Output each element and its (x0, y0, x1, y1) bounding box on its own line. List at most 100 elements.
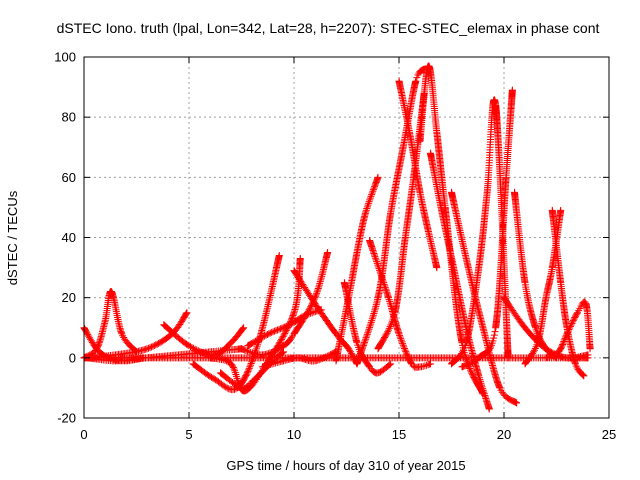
data-point (367, 320, 375, 328)
series-arc-13 (340, 279, 395, 377)
data-point (366, 194, 374, 202)
data-point (275, 325, 283, 333)
data-point (490, 331, 498, 339)
data-point (477, 379, 485, 387)
data-point (530, 346, 538, 354)
data-point (307, 309, 315, 317)
x-axis-label: GPS time / hours of day 310 of year 2015 (226, 458, 465, 473)
data-point (368, 189, 376, 197)
data-point (254, 335, 262, 343)
data-point (301, 312, 308, 320)
data-point (375, 265, 383, 273)
data-point (197, 348, 205, 356)
data-point (367, 192, 375, 200)
data-point (371, 253, 379, 261)
data-point (373, 258, 381, 266)
data-point (376, 268, 384, 276)
data-point (374, 263, 382, 271)
data-point (559, 340, 567, 348)
data-point (377, 270, 385, 278)
data-point (258, 334, 266, 342)
data-point (372, 256, 380, 264)
data-point (566, 324, 574, 332)
data-point (559, 339, 567, 347)
data-point (245, 348, 253, 356)
data-point (149, 342, 157, 350)
data-point (246, 363, 254, 371)
data-point (423, 361, 431, 369)
data-point (259, 333, 267, 341)
data-point (296, 255, 304, 263)
data-point (467, 360, 475, 368)
data-point (480, 388, 488, 396)
data-point (479, 386, 487, 394)
data-point (363, 205, 371, 213)
data-point (433, 264, 441, 272)
data-point (190, 344, 198, 352)
data-point (573, 310, 581, 318)
y-tick-label: 40 (62, 230, 76, 245)
data-point (485, 405, 493, 413)
data-point (566, 323, 574, 331)
data-point (385, 324, 393, 332)
y-tick-label: 60 (62, 170, 76, 185)
data-point (269, 328, 277, 336)
data-point (88, 338, 96, 346)
data-point (225, 385, 233, 393)
data-point (367, 318, 375, 326)
data-point (363, 330, 371, 338)
data-point (307, 303, 315, 311)
data-point (278, 334, 286, 342)
y-tick-label: 20 (62, 290, 76, 305)
data-point (275, 252, 283, 260)
data-point (374, 173, 382, 181)
data-point (365, 199, 373, 207)
data-point (183, 309, 191, 317)
data-point (277, 337, 285, 345)
data-point (182, 310, 190, 318)
x-tick-label: 10 (287, 427, 301, 442)
data-point (369, 313, 377, 321)
data-point (315, 281, 323, 289)
data-point (243, 369, 251, 377)
data-point (369, 186, 377, 194)
data-point (568, 319, 576, 327)
data-point (369, 187, 377, 195)
data-point (268, 360, 276, 368)
data-point (287, 320, 295, 328)
data-point (146, 344, 154, 352)
data-point (315, 283, 323, 291)
data-point (385, 326, 393, 334)
data-point (379, 275, 387, 283)
data-point (491, 328, 499, 336)
data-point (362, 335, 370, 343)
data-point (303, 310, 311, 318)
data-point (85, 332, 93, 340)
data-point (467, 368, 475, 376)
data-point (400, 345, 408, 353)
data-point (265, 330, 273, 338)
data-point (144, 344, 152, 352)
data-point (378, 273, 386, 281)
data-point (562, 331, 570, 339)
data-point (268, 328, 276, 336)
data-point (308, 309, 316, 317)
data-point (86, 335, 94, 343)
data-point (269, 348, 277, 356)
data-point (242, 347, 250, 355)
data-point (147, 343, 155, 351)
data-point (305, 310, 313, 318)
data-point (365, 198, 373, 206)
data-point (584, 354, 592, 362)
data-point (380, 280, 388, 288)
data-point (466, 366, 474, 374)
data-point (229, 363, 237, 371)
data-point (266, 329, 274, 337)
y-tick-label: 80 (62, 110, 76, 125)
data-point (362, 206, 370, 214)
data-point (565, 326, 573, 334)
data-point (366, 324, 374, 332)
data-point (296, 276, 304, 284)
data-point (191, 345, 199, 353)
data-point (464, 361, 472, 369)
